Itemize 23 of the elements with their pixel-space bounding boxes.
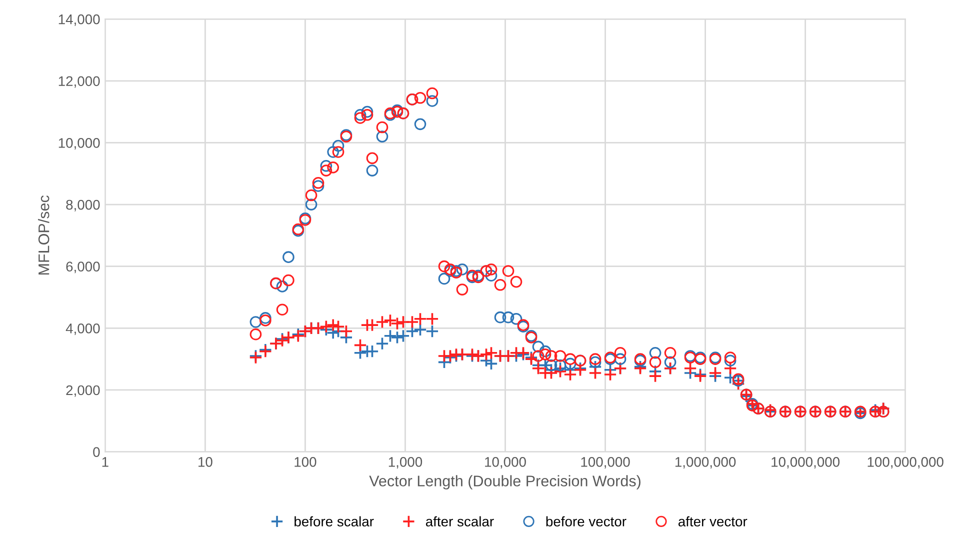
y-tick-label: 2,000	[66, 385, 100, 397]
x-tick-label: 100,000,000	[868, 457, 944, 469]
x-tick-label: 1,000	[388, 457, 422, 469]
y-tick-label: 0	[93, 447, 100, 457]
x-tick-label: 100	[294, 457, 316, 467]
y-tick-label: 8,000	[66, 200, 100, 212]
x-tick-label: 1,000,000	[675, 457, 736, 469]
x-tick-label: 10,000	[485, 457, 526, 469]
y-tick-label: 6,000	[66, 262, 100, 274]
x-tick-label: 10	[198, 457, 212, 467]
y-tick-label: 12,000	[58, 76, 100, 88]
legend-label: before vector	[546, 516, 626, 526]
legend-label: before scalar	[294, 516, 374, 526]
y-axis-title: MFLOP/sec	[38, 196, 50, 275]
y-tick-label: 10,000	[58, 138, 100, 150]
legend-label: after scalar	[426, 516, 494, 526]
x-axis-title: Vector Length (Double Precision Words)	[369, 475, 640, 490]
y-tick-label: 14,000	[58, 14, 100, 26]
legend-label: after vector	[678, 516, 748, 526]
x-tick-label: 1	[102, 457, 108, 467]
x-tick-label: 100,000	[581, 457, 630, 469]
y-tick-label: 4,000	[66, 324, 100, 335]
x-tick-label: 10,000,000	[772, 457, 840, 469]
